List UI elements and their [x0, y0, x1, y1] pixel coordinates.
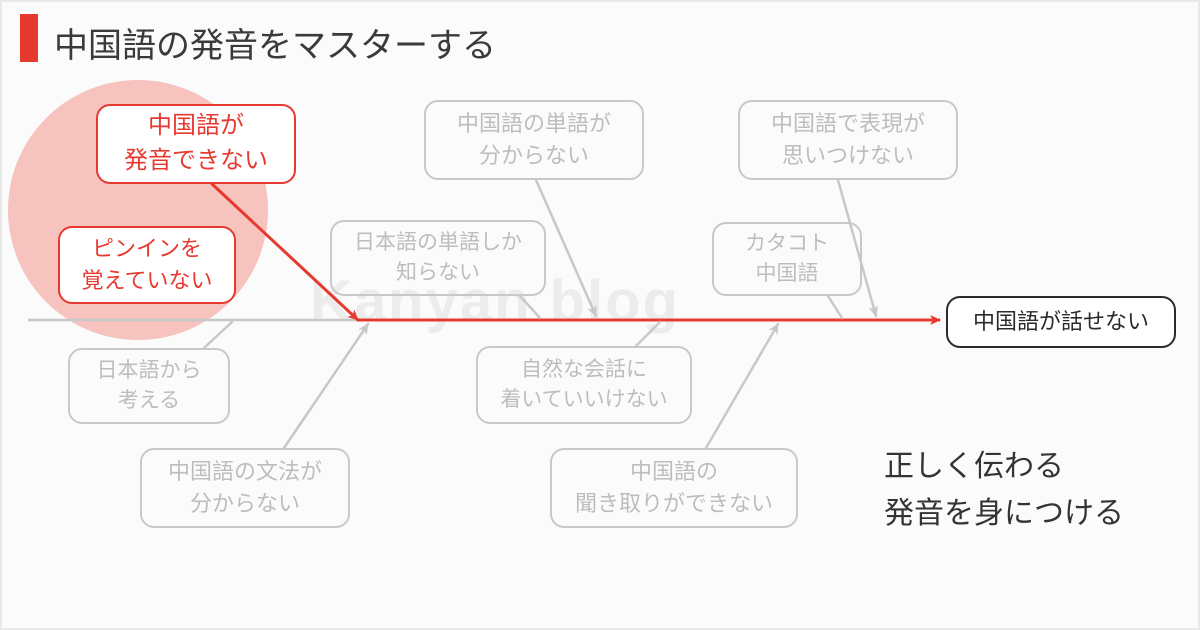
- bottom-caption: 正しく伝わる 発音を身につける: [884, 444, 1124, 537]
- node-n_pron: 中国語が 発音できない: [96, 104, 296, 184]
- node-n_kata: カタコト 中国語: [712, 222, 862, 296]
- page-title: 中国語の発音をマスターする: [54, 18, 496, 67]
- node-n_vocab: 中国語の単語が 分からない: [424, 100, 644, 180]
- node-n_listen: 中国語の 聞き取りができない: [550, 448, 798, 528]
- node-n_grammar: 中国語の文法が 分からない: [140, 448, 350, 528]
- title-accent-bar: [20, 14, 38, 62]
- node-n_goal: 中国語が話せない: [946, 296, 1176, 348]
- node-n_pinyin: ピンインを 覚えていない: [58, 226, 236, 304]
- node-n_thinkjp: 日本語から 考える: [68, 348, 230, 424]
- node-n_express: 中国語で表現が 思いつけない: [738, 100, 958, 180]
- node-n_jponly: 日本語の単語しか 知らない: [330, 220, 546, 296]
- node-n_convo: 自然な会話に 着いていいけない: [476, 346, 692, 424]
